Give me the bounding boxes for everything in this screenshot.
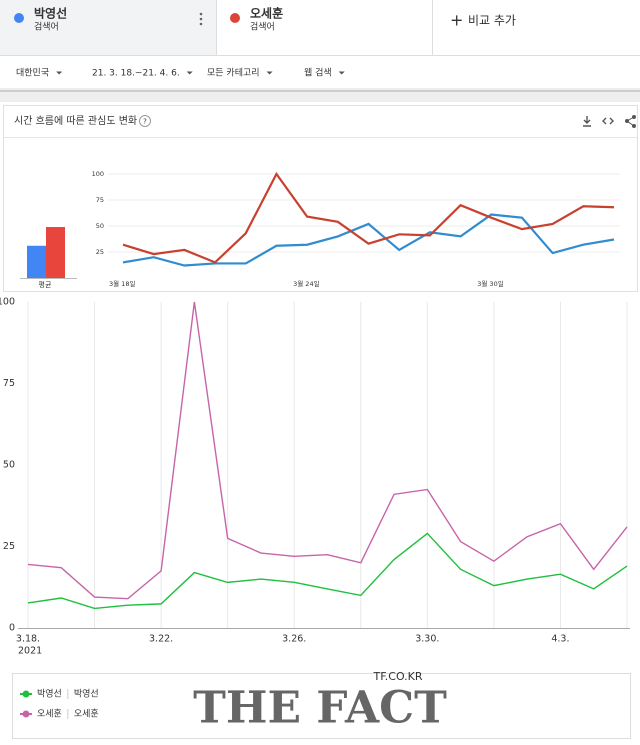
embed-icon[interactable] [602,117,614,125]
term-sub: 검색어 [34,21,59,33]
help-icon[interactable] [139,115,151,127]
panel-title: 시간 흐름에 따른 관심도 변화 [14,115,137,127]
term-name[interactable]: 박영선 [34,6,67,21]
y-tick-label: 50 [3,460,15,471]
legend-detail: 오세훈 [74,708,99,720]
legend-detail: 박영선 [74,689,99,700]
x-tick-label: 3.18. [16,634,40,645]
y-tick-label: 75 [3,378,15,389]
filter[interactable]: 21. 3. 18.~21. 4. 6. [92,69,180,79]
series-line [27,301,628,600]
legend-dot [22,710,30,718]
term-dot [230,13,240,23]
x-year-label: 2021 [18,646,42,657]
filter[interactable]: 대한민국 [16,68,49,79]
y-tick-label: 25 [96,248,104,256]
caret [338,71,345,75]
x-tick-label: 3.30. [415,634,439,645]
y-tick-label: 75 [96,196,104,204]
x-tick-label: 3월 24일 [293,279,319,288]
share-lines [626,116,635,127]
legend-name[interactable]: 오세훈 [37,708,62,720]
bar [46,227,65,278]
legend-box [12,673,631,739]
add-compare[interactable]: 비교 추가 [468,14,516,28]
series-line [27,532,628,610]
caret [186,71,193,75]
plus-icon[interactable]: + [450,11,463,30]
series-line [122,171,615,264]
x-tick-label: 3.26. [282,634,306,645]
tab-active[interactable] [0,0,216,55]
legend-name[interactable]: 박영선 [37,689,62,700]
term-sub: 검색어 [250,21,275,33]
x-tick-label: 3.22. [149,634,173,645]
y-tick-label: 50 [96,222,104,230]
caret [266,71,273,75]
help-glyph: ? [143,118,147,126]
kebab-icon[interactable] [199,12,203,26]
x-tick-label: 3월 18일 [109,279,135,288]
series-line [122,213,615,267]
caret [56,71,63,75]
y-tick-label: 25 [3,541,15,552]
legend-dot [22,690,30,698]
term-dot [14,13,24,23]
filter[interactable]: 모든 카테고리 [207,68,260,79]
panel [3,105,638,292]
x-tick-label: 4.3. [551,634,569,645]
download-icon[interactable] [583,116,591,127]
x-tick-label: 3월 30일 [477,279,503,288]
filter[interactable]: 웹 검색 [304,67,332,79]
y-tick-label: 100 [0,297,15,308]
bar-label: 평균 [39,280,52,289]
y-tick-label: 0 [9,623,15,634]
y-tick-label: 100 [92,170,104,178]
bar [27,245,46,278]
watermark-site: TF.CO.KR [372,670,422,683]
watermark-brand: THE FACT [193,683,447,734]
term-name[interactable]: 오세훈 [250,6,283,21]
